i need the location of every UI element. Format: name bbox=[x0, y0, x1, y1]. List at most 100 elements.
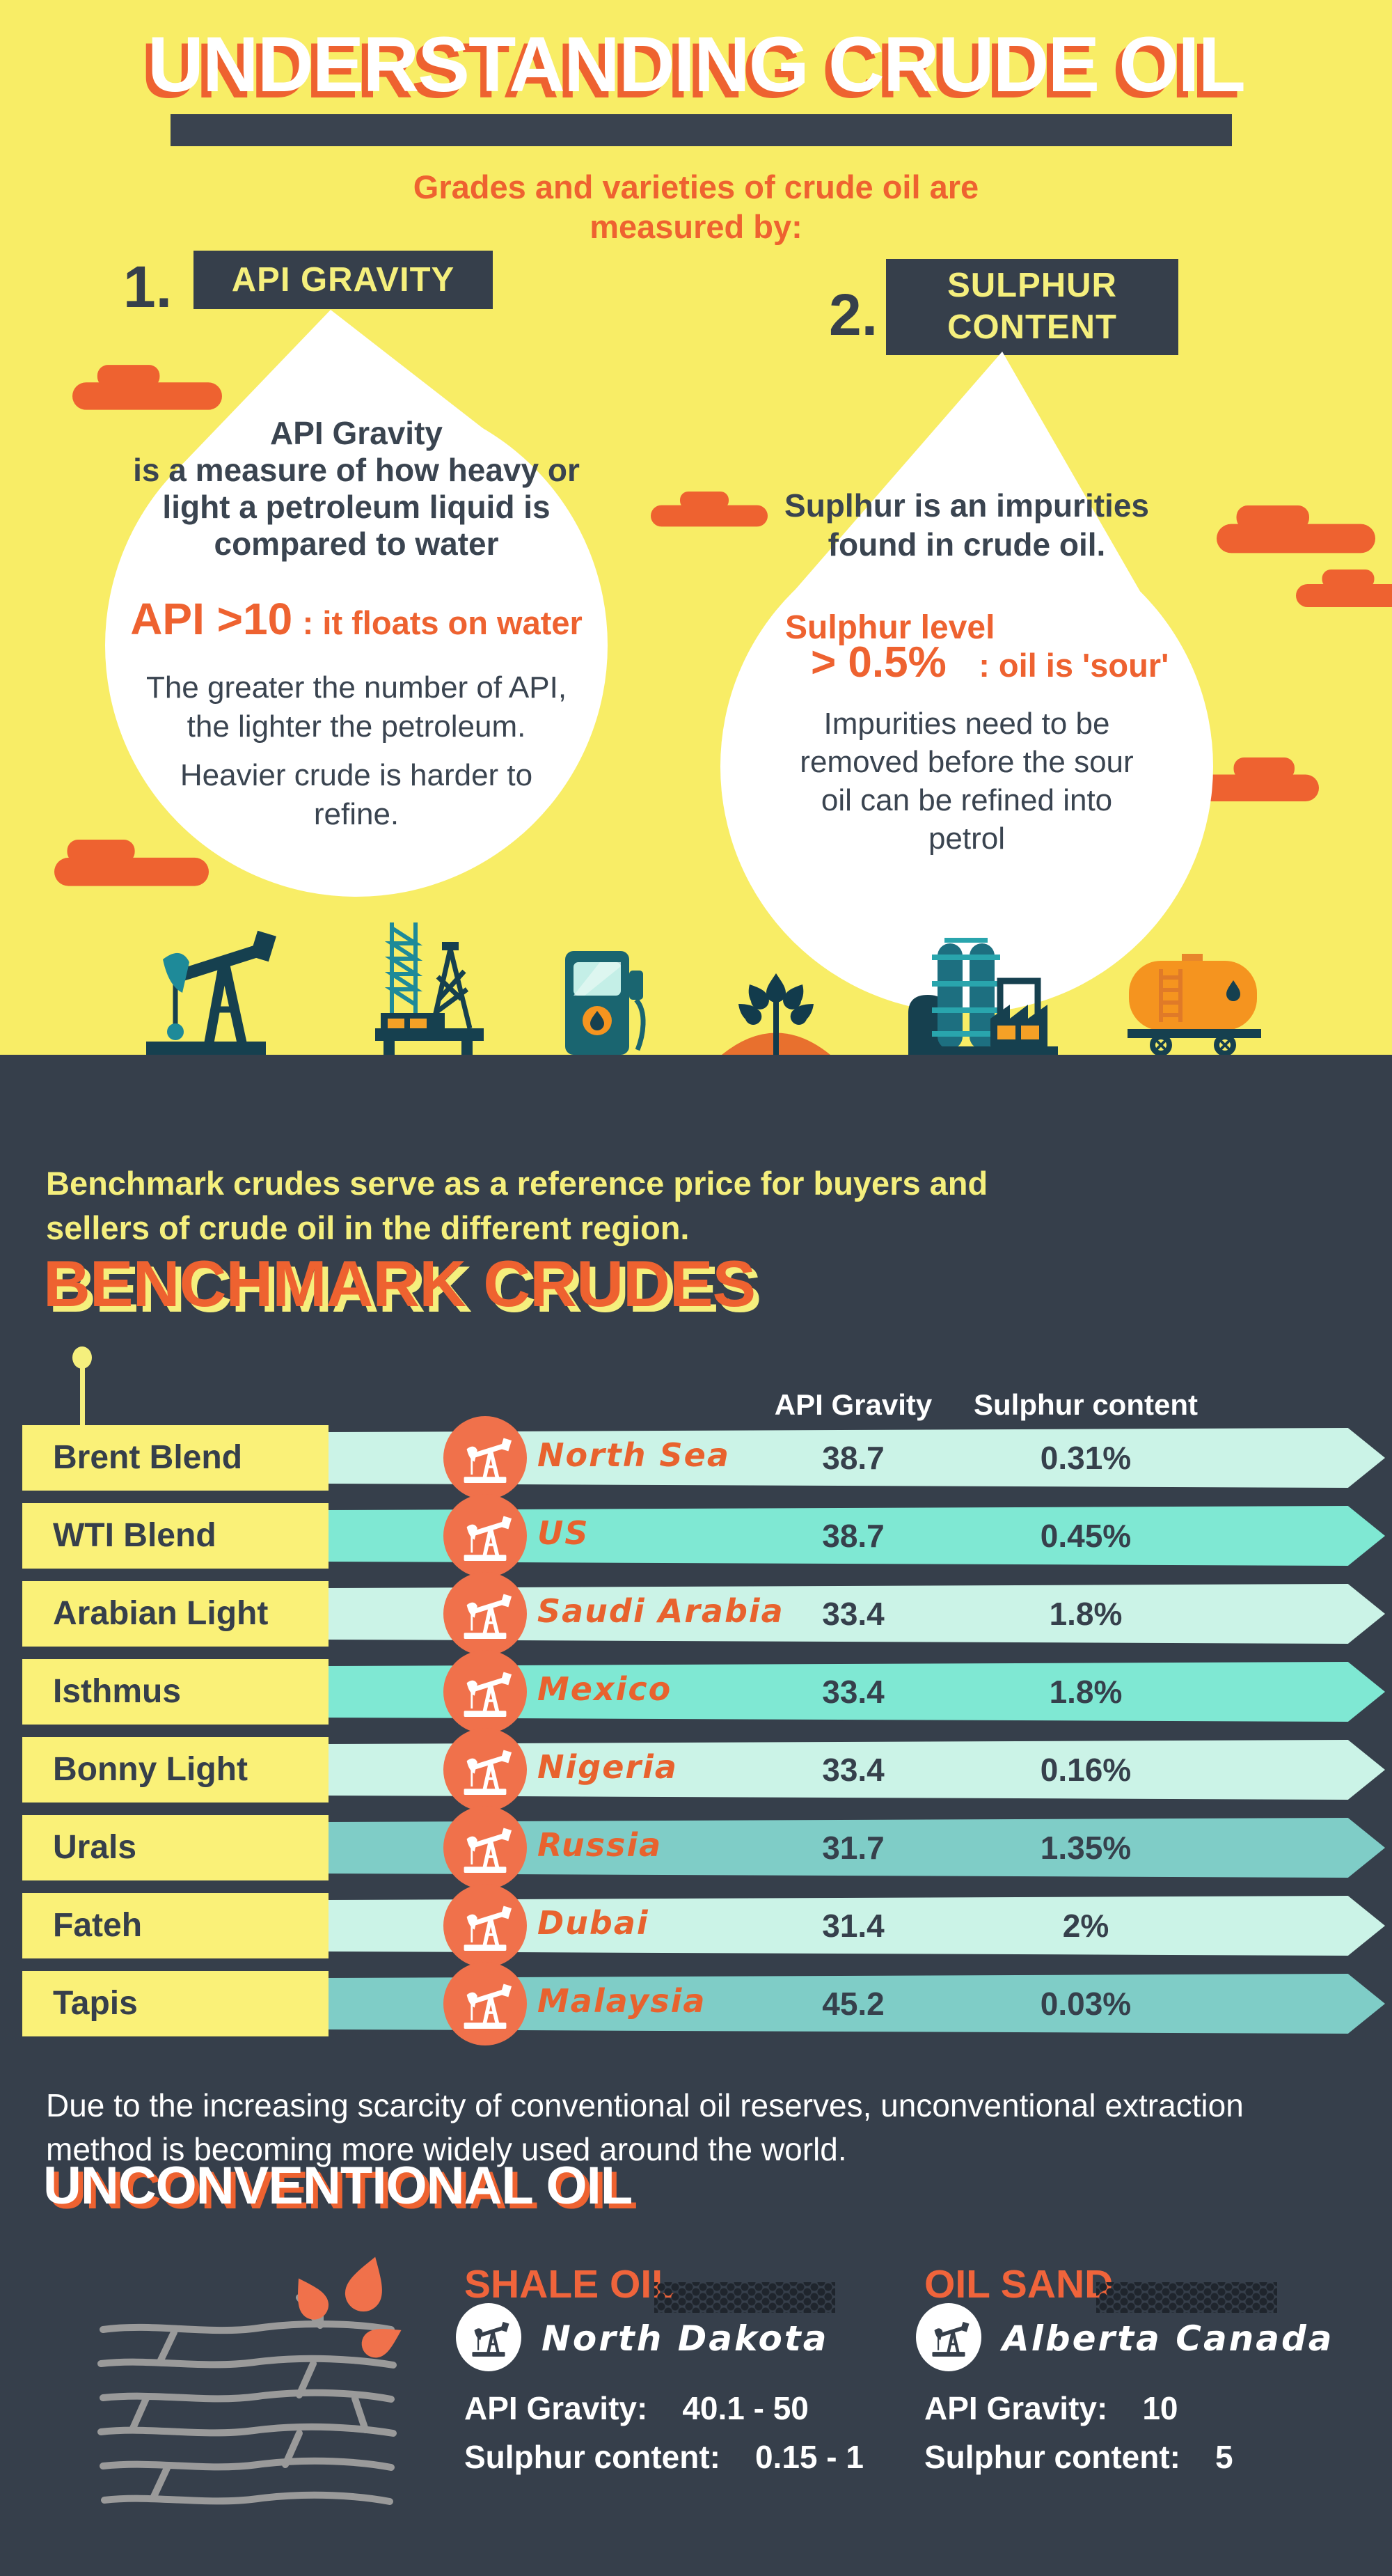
pumpjack-icon bbox=[456, 2303, 521, 2371]
factor2-title: SULPHUR CONTENT bbox=[886, 259, 1178, 355]
cloud-icon bbox=[1203, 505, 1389, 558]
pumpjack-icon bbox=[916, 2303, 981, 2371]
oilsand-sulphur-value: 5 bbox=[1215, 2439, 1233, 2475]
sulphur-content-value: 0.45% bbox=[1040, 1518, 1132, 1554]
crude-region: North Sea bbox=[537, 1436, 730, 1474]
fuel-pump-icon bbox=[565, 951, 646, 1055]
sulphur-content-value: 1.8% bbox=[1049, 1596, 1123, 1632]
crude-name: Brent Blend bbox=[22, 1425, 329, 1491]
factor2-title-line1: SULPHUR bbox=[947, 267, 1117, 304]
crude-region: Nigeria bbox=[537, 1748, 678, 1786]
sulphur-content-value: 1.8% bbox=[1049, 1674, 1123, 1710]
crude-name: Arabian Light bbox=[22, 1581, 329, 1647]
crude-name: Isthmus bbox=[22, 1659, 329, 1725]
oilsand-sulphur-line: Sulphur content: 5 bbox=[924, 2438, 1233, 2476]
api-note2-line2: refine. bbox=[313, 797, 400, 831]
subtitle-line1: Grades and varieties of crude oil are bbox=[413, 168, 979, 205]
factor2-number: 2. bbox=[829, 282, 878, 347]
pumpjack-icon bbox=[443, 1650, 527, 1734]
shale-sulphur-value: 0.15 - 1 bbox=[754, 2439, 864, 2475]
shale-rock-icon bbox=[97, 2256, 402, 2505]
sulphur-note: Impurities need to be removed before the… bbox=[720, 705, 1213, 858]
pumpjack-icon bbox=[443, 1806, 527, 1890]
cloud-icon bbox=[72, 364, 222, 416]
table-row: Isthmus Mexico 33.4 1.8% bbox=[0, 1650, 1392, 1734]
oilsand-api-label: API Gravity: bbox=[924, 2390, 1108, 2426]
sulphur-content-value: 1.35% bbox=[1040, 1830, 1132, 1866]
shale-sulphur-line: Sulphur content: 0.15 - 1 bbox=[464, 2438, 864, 2476]
sulphur-rule-pre: Sulphur level bbox=[785, 609, 995, 646]
unconventional-intro-line1: Due to the increasing scarcity of conven… bbox=[46, 2087, 1244, 2123]
api-description: API Gravity is a measure of how heavy or… bbox=[105, 415, 608, 563]
title-underline-bar bbox=[171, 114, 1232, 146]
table-row: Urals Russia 31.7 1.35% bbox=[0, 1806, 1392, 1890]
crude-region: Russia bbox=[537, 1826, 663, 1864]
oilsand-api-value: 10 bbox=[1142, 2390, 1178, 2426]
shale-sulphur-label: Sulphur content: bbox=[464, 2439, 720, 2475]
shale-region: North Dakota bbox=[541, 2318, 829, 2359]
pumpjack-icon bbox=[443, 1884, 527, 1968]
sulphur-rule-text: : oil is 'sour' bbox=[979, 647, 1169, 684]
sulphur-desc-line2: found in crude oil. bbox=[828, 526, 1106, 563]
sulphur-note-line4: petrol bbox=[928, 822, 1006, 856]
factor2-title-line2: CONTENT bbox=[947, 308, 1117, 346]
crude-region: US bbox=[537, 1514, 590, 1552]
shale-api-label: API Gravity: bbox=[464, 2390, 648, 2426]
benchmark-heading: BENCHMARK CRUDES bbox=[43, 1247, 756, 1320]
api-gravity-value: 45.2 bbox=[822, 1986, 885, 2022]
table-row: Arabian Light Saudi Arabia 33.4 1.8% bbox=[0, 1572, 1392, 1656]
factor1-title: API GRAVITY bbox=[193, 251, 493, 309]
api-rule-text: : it floats on water bbox=[302, 604, 583, 641]
factor1-number: 1. bbox=[123, 254, 173, 320]
benchmark-intro: Benchmark crudes serve as a reference pr… bbox=[46, 1161, 988, 1250]
cloud-icon bbox=[1296, 570, 1392, 611]
oilsand-sulphur-label: Sulphur content: bbox=[924, 2439, 1180, 2475]
api-gravity-value: 38.7 bbox=[822, 1440, 885, 1476]
sulphur-rule-value: > 0.5% bbox=[811, 638, 947, 686]
api-gravity-value: 33.4 bbox=[822, 1674, 885, 1710]
dotted-texture bbox=[654, 2282, 835, 2313]
sulphur-note-line3: oil can be refined into bbox=[821, 783, 1113, 817]
crude-name: Tapis bbox=[22, 1971, 329, 2036]
refinery-icon bbox=[908, 938, 1058, 1055]
sulphur-content-value: 0.31% bbox=[1040, 1440, 1132, 1476]
page-subtitle: Grades and varieties of crude oil are me… bbox=[0, 167, 1392, 246]
sulphur-note-line1: Impurities need to be bbox=[823, 707, 1110, 741]
table-row: Fateh Dubai 31.4 2% bbox=[0, 1884, 1392, 1968]
api-gravity-value: 33.4 bbox=[822, 1596, 885, 1632]
shale-api-line: API Gravity: 40.1 - 50 bbox=[464, 2389, 809, 2427]
api-note2: Heavier crude is harder to refine. bbox=[105, 756, 608, 834]
api-desc-line2: is a measure of how heavy or bbox=[133, 452, 580, 488]
pumpjack-icon bbox=[146, 930, 276, 1055]
api-note2-line1: Heavier crude is harder to bbox=[180, 758, 533, 792]
oilsand-region: Alberta Canada bbox=[1002, 2318, 1334, 2359]
unconventional-heading: UNCONVENTIONAL OIL bbox=[43, 2156, 633, 2215]
api-desc-line3: light a petroleum liquid is bbox=[162, 489, 551, 525]
api-rule-value: API >10 bbox=[130, 594, 293, 644]
table-row: Tapis Malaysia 45.2 0.03% bbox=[0, 1962, 1392, 2045]
table-row: WTI Blend US 38.7 0.45% bbox=[0, 1494, 1392, 1578]
unconventional-intro: Due to the increasing scarcity of conven… bbox=[46, 2084, 1244, 2171]
column-header-api: API Gravity bbox=[774, 1388, 933, 1421]
benchmark-intro-line2: sellers of crude oil in the different re… bbox=[46, 1209, 690, 1246]
api-note1-line1: The greater the number of API, bbox=[145, 670, 567, 705]
crude-region: Dubai bbox=[537, 1904, 649, 1942]
sulphur-desc-line1: Suplhur is an impurities bbox=[784, 487, 1149, 524]
crude-name: Bonny Light bbox=[22, 1737, 329, 1803]
api-gravity-value: 33.4 bbox=[822, 1752, 885, 1788]
pumpjack-icon bbox=[443, 1494, 527, 1578]
pumpjack-icon bbox=[443, 1572, 527, 1656]
oil-sand-heading: OIL SAND bbox=[924, 2262, 1114, 2307]
api-gravity-value: 31.7 bbox=[822, 1830, 885, 1866]
api-desc-line1: API Gravity bbox=[270, 415, 443, 451]
sulphur-note-line2: removed before the sour bbox=[800, 745, 1134, 779]
sulphur-rule: > 0.5% : oil is 'sour' bbox=[811, 638, 1169, 687]
pin-icon bbox=[72, 1346, 92, 1369]
page-title: UNDERSTANDING CRUDE OIL bbox=[148, 21, 1246, 108]
sulphur-description: Suplhur is an impurities found in crude … bbox=[720, 486, 1213, 564]
dotted-texture bbox=[1096, 2282, 1277, 2313]
api-note1-line2: the lighter the petroleum. bbox=[187, 709, 526, 744]
api-gravity-value: 31.4 bbox=[822, 1908, 885, 1944]
shale-oil-heading: SHALE OIL bbox=[464, 2262, 677, 2307]
